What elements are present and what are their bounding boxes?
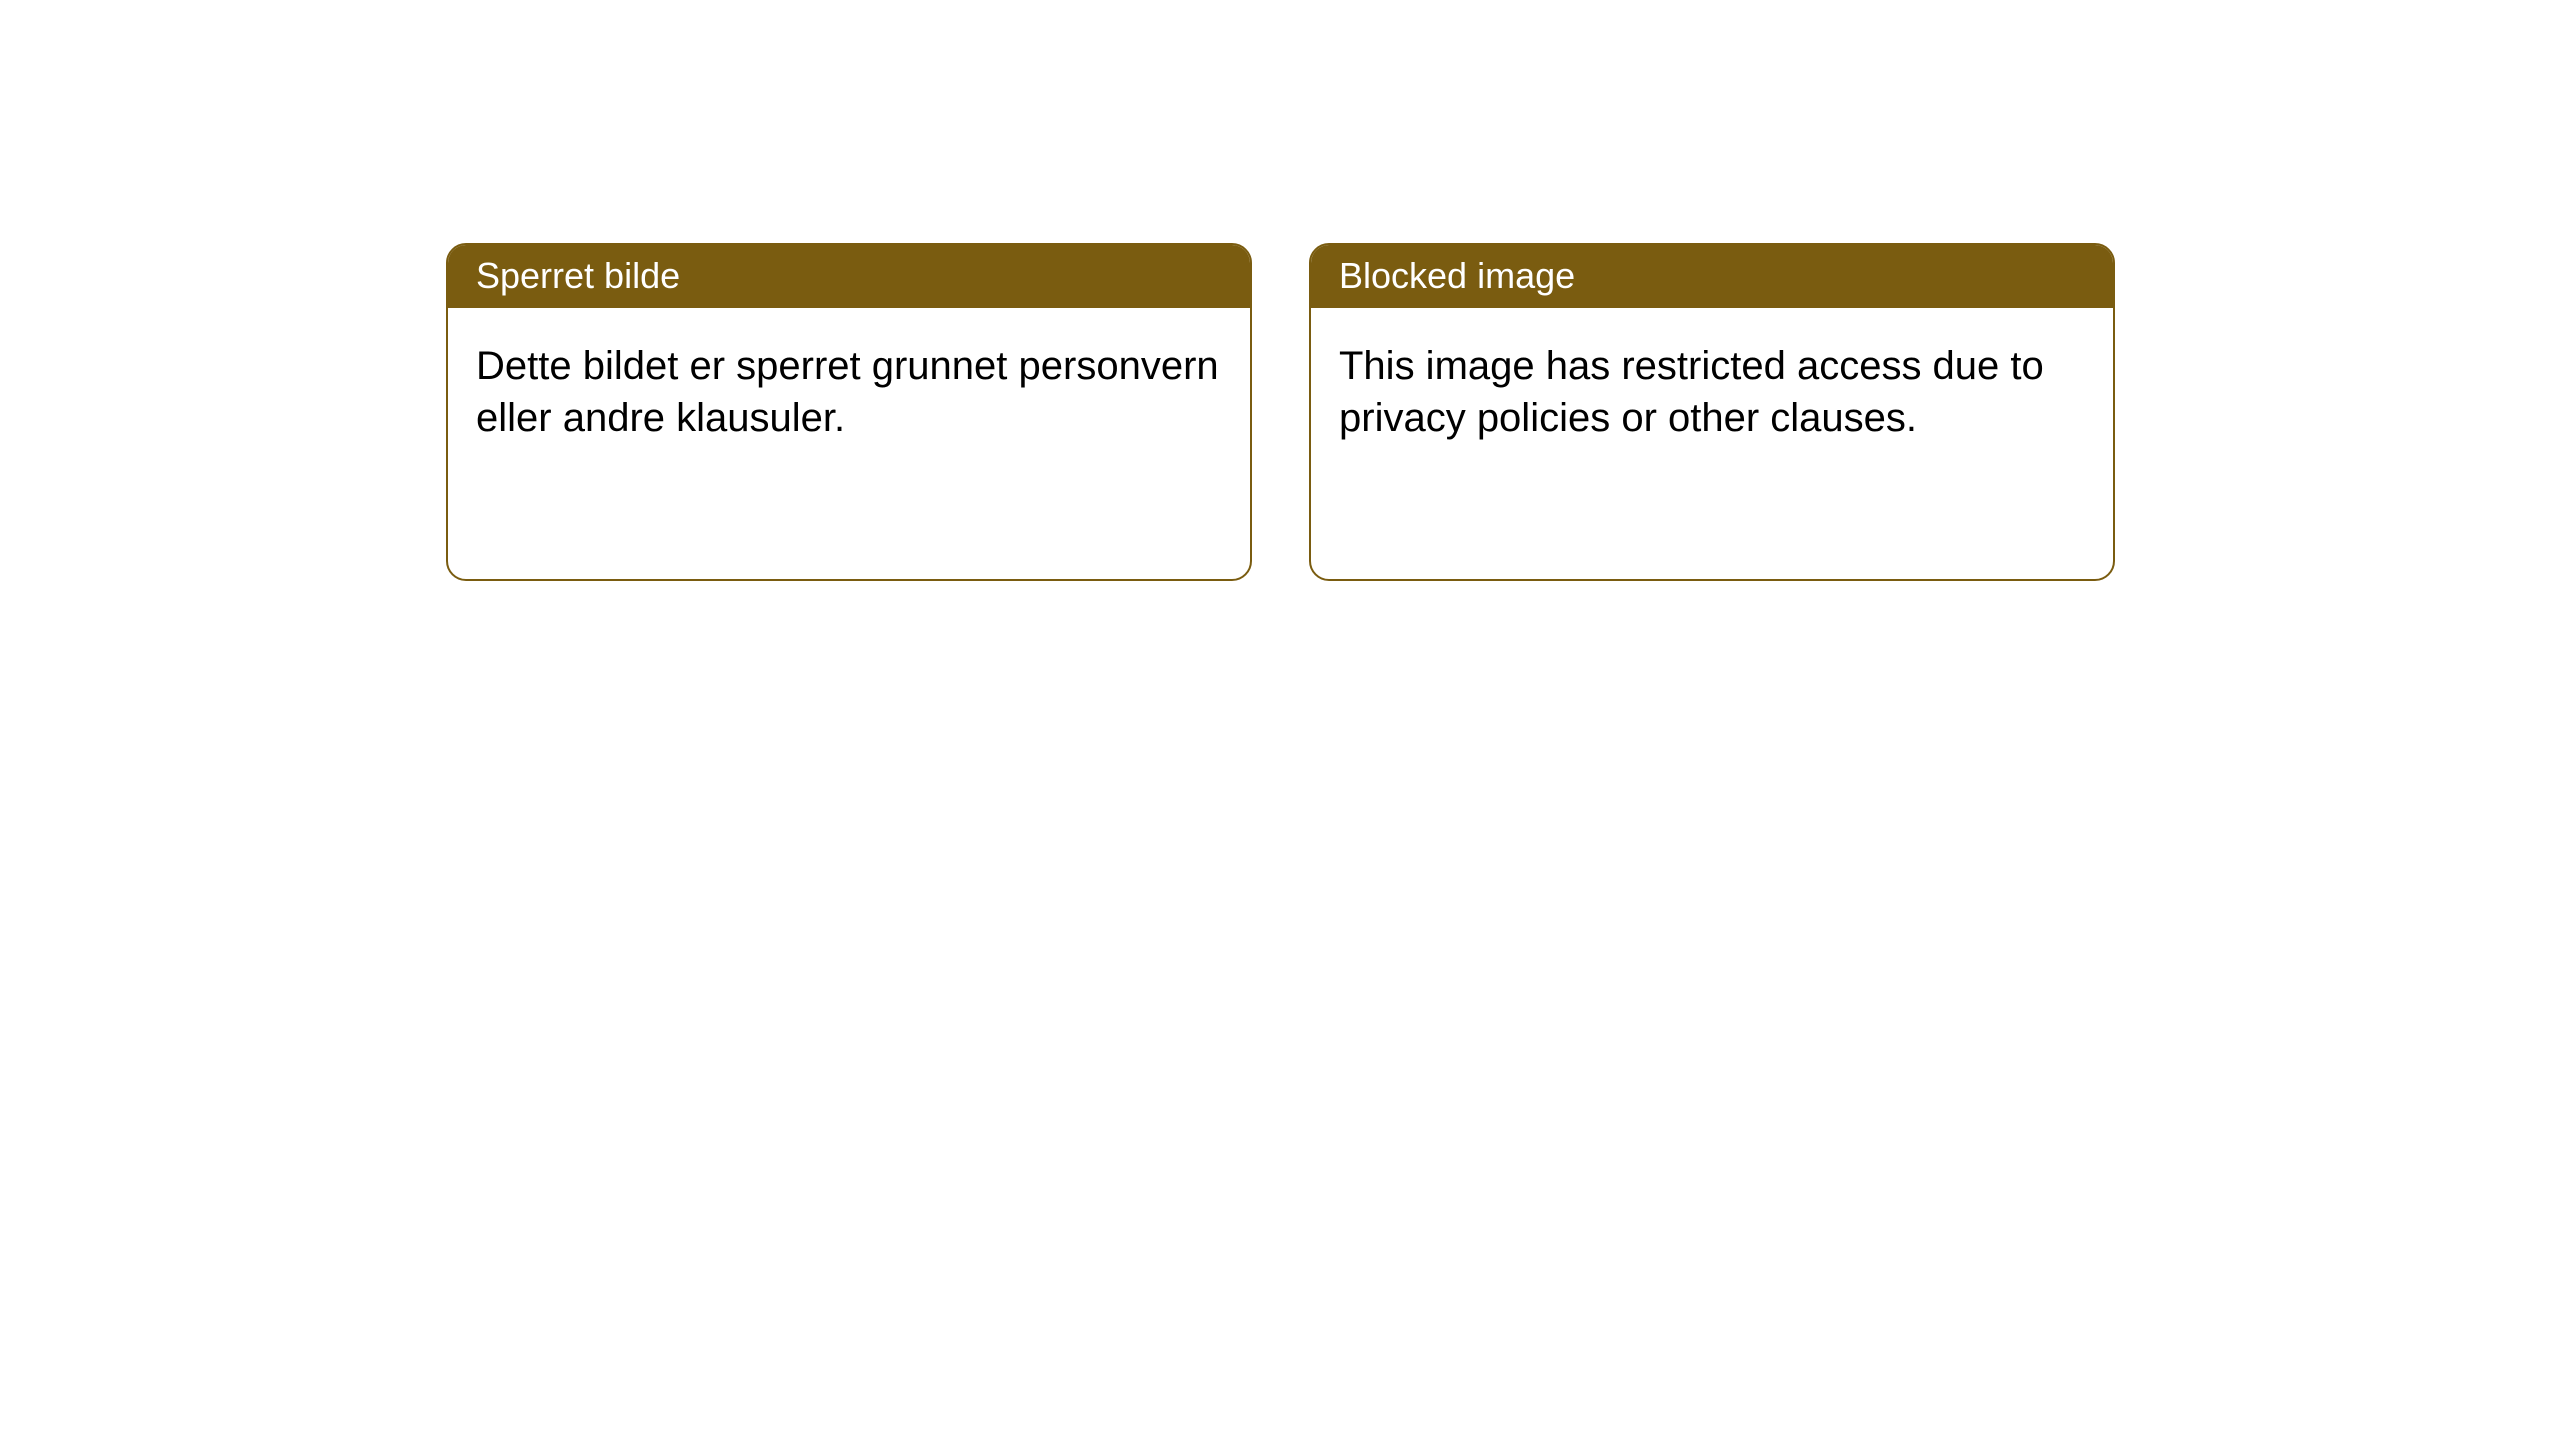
notice-header-left: Sperret bilde <box>448 245 1250 308</box>
notice-card-right: Blocked image This image has restricted … <box>1309 243 2115 581</box>
notice-container: Sperret bilde Dette bildet er sperret gr… <box>446 243 2115 581</box>
notice-card-left: Sperret bilde Dette bildet er sperret gr… <box>446 243 1252 581</box>
notice-body-left: Dette bildet er sperret grunnet personve… <box>448 308 1250 476</box>
notice-body-right: This image has restricted access due to … <box>1311 308 2113 476</box>
notice-header-right: Blocked image <box>1311 245 2113 308</box>
